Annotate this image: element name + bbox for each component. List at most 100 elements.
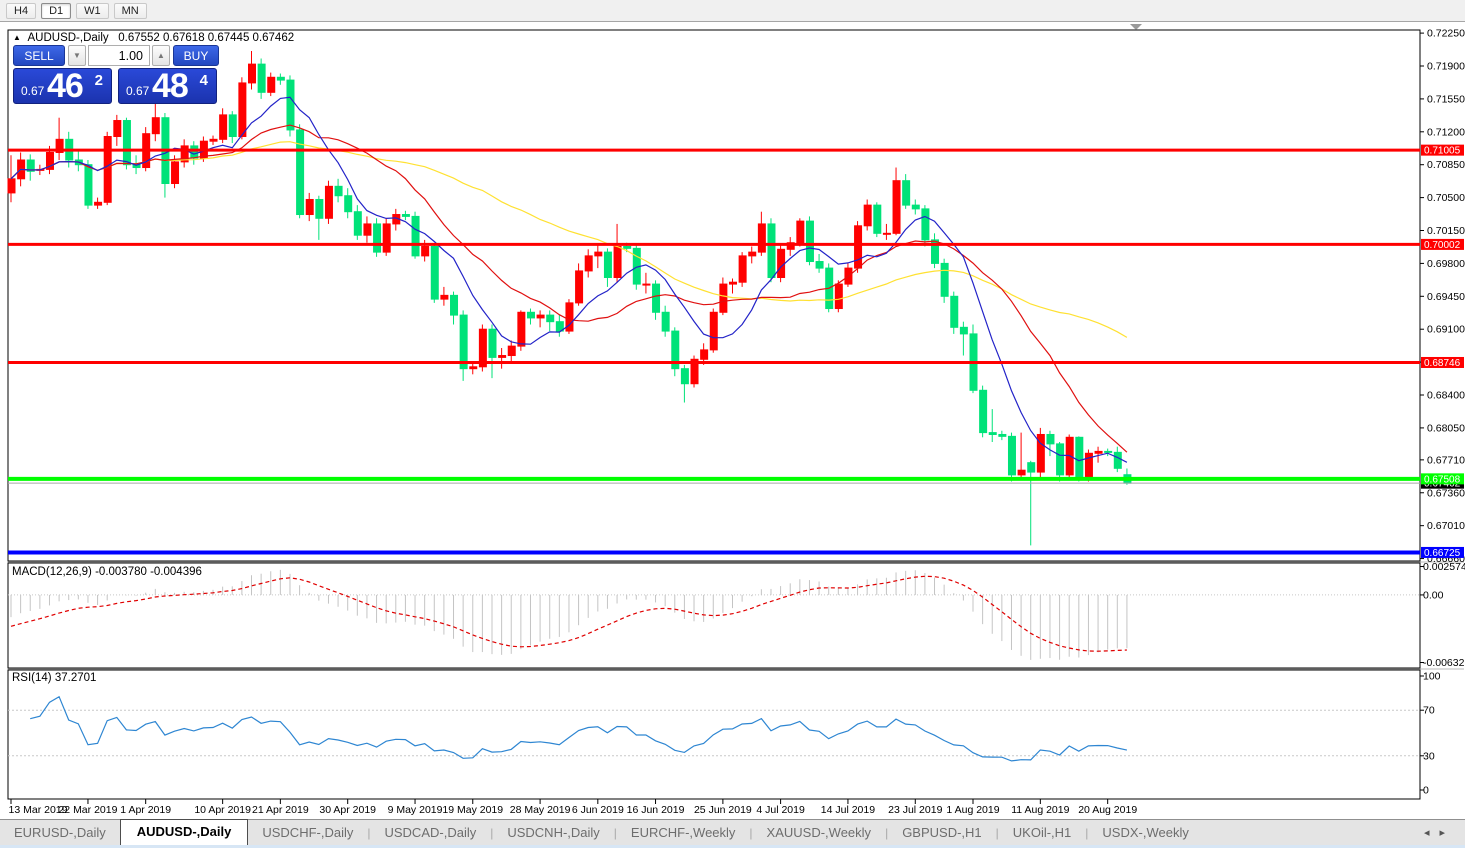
candle-body bbox=[546, 314, 555, 323]
candle-body bbox=[498, 355, 507, 358]
price-axis-label: 0.68400 bbox=[1427, 390, 1465, 402]
tab-usdcad-daily[interactable]: USDCAD-,Daily bbox=[384, 825, 477, 840]
timeframe-button-mn[interactable]: MN bbox=[113, 2, 147, 19]
price-axis-label: 0.69100 bbox=[1427, 324, 1465, 336]
candle-body bbox=[421, 245, 430, 257]
candle-body bbox=[276, 76, 285, 81]
bid-pips: 46 bbox=[47, 67, 84, 105]
date-axis-label: 16 Jun 2019 bbox=[627, 804, 685, 816]
candle-body bbox=[94, 201, 103, 206]
price-axis-label: 0.67710 bbox=[1427, 454, 1465, 466]
candle-body bbox=[1075, 436, 1084, 479]
date-axis-label: 30 Apr 2019 bbox=[319, 804, 376, 816]
price-axis-label: 0.69800 bbox=[1427, 258, 1465, 270]
macd-indicator-label: MACD(12,26,9) -0.003780 -0.004396 bbox=[12, 566, 202, 578]
status-strip bbox=[0, 845, 1465, 848]
sell-button[interactable]: SELL bbox=[13, 45, 65, 66]
candle-body bbox=[748, 251, 757, 257]
sell-price-box[interactable]: 0.67 46 2 bbox=[13, 67, 112, 105]
tab-usdchf-daily[interactable]: USDCHF-,Daily bbox=[262, 825, 354, 840]
hline-badge-bg bbox=[1421, 546, 1464, 558]
timeframe-button-d1[interactable]: D1 bbox=[41, 2, 72, 19]
candle-body bbox=[652, 283, 661, 313]
hline-badge: 0.70002 bbox=[1421, 238, 1464, 251]
date-axis-label: 19 May 2019 bbox=[442, 804, 503, 816]
candle-body bbox=[940, 262, 949, 297]
ma-fast-line bbox=[10, 96, 1128, 463]
candle-body bbox=[690, 358, 699, 385]
hline-badge-bg bbox=[1421, 144, 1464, 156]
chart-shift-marker-icon[interactable] bbox=[1130, 24, 1142, 30]
candle-body bbox=[248, 63, 256, 84]
candle-body bbox=[729, 281, 737, 285]
rsi-axis-label: 100 bbox=[1423, 671, 1441, 683]
candle-body bbox=[786, 242, 795, 250]
tab-scroll-arrows[interactable]: ◂▸ bbox=[1423, 827, 1455, 839]
candle-body bbox=[757, 223, 766, 253]
price-axis-label: 0.71550 bbox=[1427, 93, 1465, 105]
date-axis-label: 14 Jul 2019 bbox=[821, 804, 875, 816]
price-axis-label: 0.70150 bbox=[1427, 225, 1465, 237]
candle-body bbox=[988, 432, 997, 435]
macd-axis-label: 0.00 bbox=[1423, 589, 1444, 601]
candle-body bbox=[267, 76, 276, 93]
date-axis-label: 6 Jun 2019 bbox=[572, 804, 624, 816]
candle-body bbox=[45, 151, 54, 170]
date-axis-label: 21 Apr 2019 bbox=[252, 804, 309, 816]
candle-body bbox=[979, 389, 988, 434]
candle-body bbox=[401, 214, 410, 217]
macd-histogram bbox=[10, 569, 1128, 660]
candle-body bbox=[892, 180, 901, 234]
price-axis-label: 0.70850 bbox=[1427, 159, 1465, 171]
candle-body bbox=[565, 302, 574, 332]
price-axis-label: 0.69450 bbox=[1427, 291, 1465, 303]
candle-body bbox=[84, 164, 93, 206]
price-axis-label: 0.71900 bbox=[1427, 61, 1465, 73]
candle-body bbox=[238, 82, 247, 138]
volume-decrease-button[interactable]: ▼ bbox=[68, 45, 86, 66]
main-chart-panel bbox=[7, 29, 1421, 562]
hline-badge-bg bbox=[1421, 356, 1464, 368]
buy-price-box[interactable]: 0.67 48 4 bbox=[118, 67, 217, 105]
candle-body bbox=[219, 114, 228, 140]
tab-usdcnh-daily[interactable]: USDCNH-,Daily bbox=[507, 825, 600, 840]
rsi-line bbox=[30, 695, 1128, 762]
candle-body bbox=[478, 328, 487, 368]
tab-separator: | bbox=[367, 825, 371, 840]
timeframe-button-h4[interactable]: H4 bbox=[6, 2, 37, 19]
chart-canvas[interactable]: 0.72250 0.71900 0.71550 0.71200 0.70850 0.705… bbox=[0, 0, 1465, 820]
hline-badge-bg bbox=[1421, 238, 1464, 250]
candle-body bbox=[1036, 433, 1045, 473]
collapse-triangle-icon[interactable]: ▲ bbox=[13, 33, 21, 42]
buy-button[interactable]: BUY bbox=[173, 45, 219, 66]
tab-separator: | bbox=[490, 825, 494, 840]
tab-audusd-daily[interactable]: AUDUSD-,Daily bbox=[119, 819, 249, 845]
volume-input[interactable] bbox=[88, 45, 150, 66]
tab-eurusd-daily[interactable]: EURUSD-,Daily bbox=[14, 825, 106, 840]
tab-xauusd-weekly[interactable]: XAUUSD-,Weekly bbox=[766, 825, 872, 840]
price-axis-label: 0.67010 bbox=[1427, 520, 1465, 532]
candle-body bbox=[459, 314, 468, 370]
candle-body bbox=[103, 136, 112, 203]
hline-badge: 0.68746 bbox=[1421, 356, 1464, 369]
candle-body bbox=[873, 204, 882, 234]
tab-ukoil-h1[interactable]: UKOil-,H1 bbox=[1012, 825, 1072, 840]
date-axis-label: 20 Aug 2019 bbox=[1078, 804, 1137, 816]
candle-body bbox=[526, 311, 535, 319]
timeframe-button-w1[interactable]: W1 bbox=[76, 2, 109, 19]
candle-body bbox=[815, 261, 824, 269]
macd-signal-line bbox=[10, 575, 1127, 652]
candle-body bbox=[700, 349, 709, 360]
candle-body bbox=[1094, 450, 1103, 454]
tab-usdx-weekly[interactable]: USDX-,Weekly bbox=[1102, 825, 1189, 840]
ask-pips: 48 bbox=[152, 67, 189, 105]
candle-body bbox=[661, 311, 670, 332]
tab-gbpusd-h1[interactable]: GBPUSD-,H1 bbox=[902, 825, 982, 840]
candle-body bbox=[709, 311, 718, 351]
tab-eurchf-weekly[interactable]: EURCHF-,Weekly bbox=[630, 825, 736, 840]
volume-increase-button[interactable]: ▲ bbox=[152, 45, 170, 66]
hline-badge: 0.71005 bbox=[1421, 144, 1464, 157]
candle-body bbox=[603, 251, 612, 279]
candle-body bbox=[834, 283, 843, 310]
